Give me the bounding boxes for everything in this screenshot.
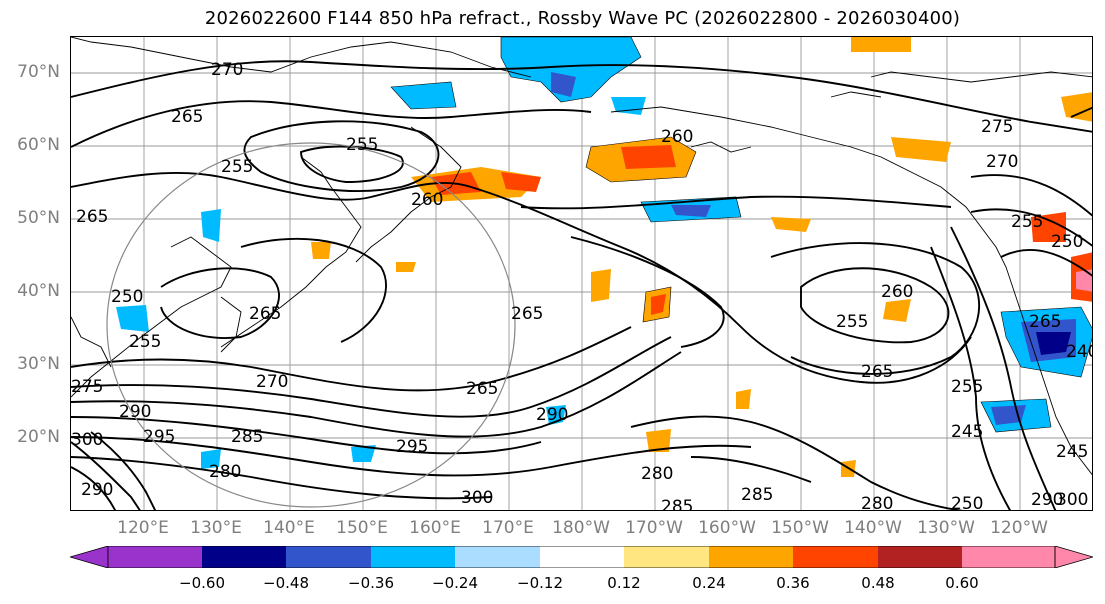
colorbar-bin xyxy=(371,546,455,568)
colorbar-bin xyxy=(108,546,202,568)
contour-label: 255 xyxy=(129,332,161,352)
contour-label: 255 xyxy=(221,157,253,177)
colorbar-tick: −0.60 xyxy=(179,574,225,592)
graticule xyxy=(71,37,1092,510)
contour-label: 270 xyxy=(256,372,288,392)
contour-label: 250 xyxy=(951,494,983,511)
colorbar-bin xyxy=(962,546,1055,568)
lon-label-170e: 170°E xyxy=(482,518,534,538)
contour-label: 245 xyxy=(951,422,983,442)
contour-label: 260 xyxy=(411,190,443,210)
lon-label-180w: 180°W xyxy=(552,518,610,538)
colorbar-extend-max xyxy=(1054,546,1093,568)
coastlines xyxy=(71,37,1092,476)
domain-circle xyxy=(106,142,516,508)
contour-label: 270 xyxy=(986,152,1018,172)
contour-label: 265 xyxy=(1029,312,1061,332)
lat-label-60: 60°N xyxy=(17,135,60,155)
colorbar-bin xyxy=(878,546,962,568)
contour-label: 260 xyxy=(661,127,693,147)
contour-label: 280 xyxy=(861,494,893,511)
contour-label: 295 xyxy=(143,427,175,447)
contour-label: 255 xyxy=(836,312,868,332)
map-title: 2026022600 F144 850 hPa refract., Rossby… xyxy=(204,8,961,29)
colorbar-bin xyxy=(793,546,878,568)
contour-label: 300 xyxy=(71,430,103,450)
lon-label-120e: 120°E xyxy=(117,518,169,538)
colorbar-tick: −0.48 xyxy=(263,574,309,592)
contour-label: 275 xyxy=(981,117,1013,137)
lon-label-120w: 120°W xyxy=(990,518,1048,538)
lat-label-50: 50°N xyxy=(17,208,60,228)
contour-label: 280 xyxy=(641,464,673,484)
shading-patches xyxy=(116,37,1092,477)
contour-label: 290 xyxy=(119,402,151,422)
contour-label: 265 xyxy=(76,207,108,227)
contour-label: 285 xyxy=(231,427,263,447)
contour-label: 250 xyxy=(1051,232,1083,252)
contour-label: 295 xyxy=(396,437,428,457)
lon-label-160w: 160°W xyxy=(698,518,756,538)
colorbar xyxy=(70,546,1093,568)
contour-label: 280 xyxy=(209,462,241,482)
contour-label: 265 xyxy=(466,379,498,399)
lon-label-130e: 130°E xyxy=(190,518,242,538)
lat-label-40: 40°N xyxy=(17,281,60,301)
lat-label-70: 70°N xyxy=(17,62,60,82)
contour-label: 255 xyxy=(951,377,983,397)
colorbar-bin xyxy=(540,546,624,568)
contour-label: 240 xyxy=(1066,342,1093,362)
contour-label: 265 xyxy=(861,362,893,382)
contour-label: 265 xyxy=(171,107,203,127)
contour-label: 300 xyxy=(1056,490,1088,510)
contour-label: 290 xyxy=(81,480,113,500)
colorbar-tick: −0.12 xyxy=(517,574,563,592)
map-panel[interactable]: 270 265 255 260 265 260 275 270 255 250 … xyxy=(70,36,1093,511)
contour-label: 245 xyxy=(1056,442,1088,462)
colorbar-bin xyxy=(624,546,709,568)
contour-label: 265 xyxy=(511,304,543,324)
contour-label: 255 xyxy=(346,135,378,155)
contour-label: 255 xyxy=(1011,212,1043,232)
lon-label-170w: 170°W xyxy=(625,518,683,538)
colorbar-tick: 0.48 xyxy=(861,574,895,592)
contour-label: 275 xyxy=(71,377,103,397)
contour-label: 285 xyxy=(661,497,693,511)
contour-label: 260 xyxy=(881,282,913,302)
colorbar-bin xyxy=(202,546,286,568)
colorbar-bin xyxy=(455,546,540,568)
refractivity-contours xyxy=(71,60,1092,510)
contour-label: 270 xyxy=(211,60,243,80)
lat-label-30: 30°N xyxy=(17,354,60,374)
contour-label: 290 xyxy=(536,405,568,425)
contour-labels: 270 265 255 260 265 260 275 270 255 250 … xyxy=(71,60,1093,511)
colorbar-bin xyxy=(709,546,793,568)
colorbar-tick: −0.24 xyxy=(432,574,478,592)
lon-label-140e: 140°E xyxy=(263,518,315,538)
lon-label-130w: 130°W xyxy=(917,518,975,538)
lon-label-140w: 140°W xyxy=(844,518,902,538)
contour-label: 285 xyxy=(741,485,773,505)
lon-label-160e: 160°E xyxy=(409,518,461,538)
colorbar-tick: 0.12 xyxy=(607,574,641,592)
contour-label: 300 xyxy=(461,488,493,508)
colorbar-outline xyxy=(107,546,1056,568)
colorbar-tick: −0.36 xyxy=(348,574,394,592)
colorbar-extend-min xyxy=(70,546,109,568)
colorbar-bin xyxy=(286,546,371,568)
lon-label-150w: 150°W xyxy=(771,518,829,538)
map-canvas: 270 265 255 260 265 260 275 270 255 250 … xyxy=(71,37,1093,511)
contour-label: 290 xyxy=(1031,490,1063,510)
contour-label: 250 xyxy=(111,287,143,307)
contour-label: 265 xyxy=(249,304,281,324)
lon-label-150e: 150°E xyxy=(336,518,388,538)
colorbar-tick: 0.60 xyxy=(945,574,979,592)
lat-label-20: 20°N xyxy=(17,427,60,447)
colorbar-tick: 0.24 xyxy=(692,574,726,592)
colorbar-tick: 0.36 xyxy=(776,574,810,592)
